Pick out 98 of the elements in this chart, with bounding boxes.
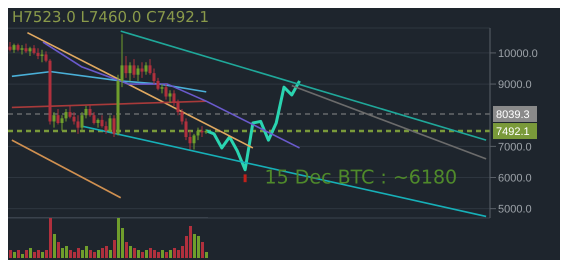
candlestick [92, 112, 96, 126]
candlestick [64, 108, 68, 122]
candlestick [184, 118, 188, 141]
bar [109, 250, 112, 258]
bar [65, 246, 68, 258]
bar [125, 242, 128, 258]
y-tick-label: 5000.0 [498, 204, 532, 216]
candlestick [196, 127, 200, 141]
candlestick [104, 120, 108, 134]
bar [201, 242, 204, 258]
bar [21, 254, 24, 258]
bar [49, 218, 52, 258]
bar [9, 250, 12, 258]
candlestick [132, 58, 136, 78]
candlestick [144, 62, 148, 76]
ref-line-label: 7492.1 [496, 126, 530, 138]
candlestick [168, 90, 172, 104]
candlestick [44, 50, 48, 63]
bar [77, 248, 80, 258]
candlestick [28, 46, 32, 57]
bar [173, 248, 176, 258]
candlestick [112, 114, 116, 138]
bar [197, 236, 200, 258]
bar [129, 246, 132, 258]
candlestick [8, 42, 12, 52]
candlestick [56, 108, 60, 126]
bar [193, 234, 196, 258]
bar [69, 250, 72, 258]
candlestick [188, 130, 192, 150]
y-tick-label: 10000.0 [498, 48, 538, 60]
bar [25, 250, 28, 258]
bar [57, 242, 60, 258]
y-tick-label: 9000.0 [498, 78, 532, 91]
candlestick [180, 108, 184, 126]
bar [97, 250, 100, 258]
candlestick [12, 43, 16, 54]
candlestick [128, 62, 132, 82]
bar [41, 252, 44, 258]
bar [37, 250, 40, 258]
candlestick [76, 114, 80, 134]
candlestick [32, 44, 36, 55]
bar [29, 248, 32, 258]
candlestick [164, 84, 168, 100]
line-series [204, 79, 302, 172]
candlestick [192, 133, 196, 150]
candlestick [36, 48, 40, 60]
ref-line-label: 8039.3 [496, 108, 530, 121]
line-series [42, 41, 300, 149]
bar [101, 248, 104, 258]
bar [73, 252, 76, 258]
bar [189, 226, 192, 258]
bar [105, 246, 108, 258]
bar [157, 252, 160, 258]
bar [153, 250, 156, 258]
candlestick [20, 44, 24, 55]
candlestick [52, 112, 56, 128]
bar [149, 248, 152, 258]
bar [145, 250, 148, 258]
candlestick [140, 62, 144, 78]
candlestick [124, 56, 128, 78]
bar [81, 250, 84, 258]
candlestick [160, 84, 164, 94]
y-tick-label: 7000.0 [498, 141, 532, 154]
chart-title: H7523.0 L7460.0 C7492.1 [12, 8, 210, 26]
bar [85, 246, 88, 258]
candlestick [200, 126, 204, 138]
candlestick [84, 105, 88, 119]
bar [141, 252, 144, 258]
candlestick [156, 77, 160, 91]
candlestick [80, 112, 84, 132]
bar [93, 252, 96, 258]
candlestick [40, 49, 44, 63]
bar [165, 252, 168, 258]
bar [33, 252, 36, 258]
candlestick [152, 68, 156, 85]
bar [177, 250, 180, 258]
candlestick [100, 114, 104, 128]
candlestick [108, 114, 112, 133]
bar [61, 248, 64, 258]
bar [161, 250, 164, 258]
bar [169, 250, 172, 258]
candlestick [96, 118, 100, 128]
candlestick [72, 112, 76, 126]
candlestick [148, 58, 152, 76]
y-tick-label: 6000.0 [498, 172, 532, 184]
candlestick [120, 34, 124, 88]
bar [17, 250, 20, 258]
bar [133, 248, 136, 258]
candlestick [136, 64, 140, 82]
candlestick [24, 43, 28, 54]
bar [205, 252, 208, 258]
bar [117, 218, 120, 258]
bar [137, 250, 140, 258]
candlestick [60, 114, 64, 132]
bar [53, 234, 56, 258]
bar [13, 252, 16, 258]
bar [113, 240, 116, 258]
bar [89, 250, 92, 258]
